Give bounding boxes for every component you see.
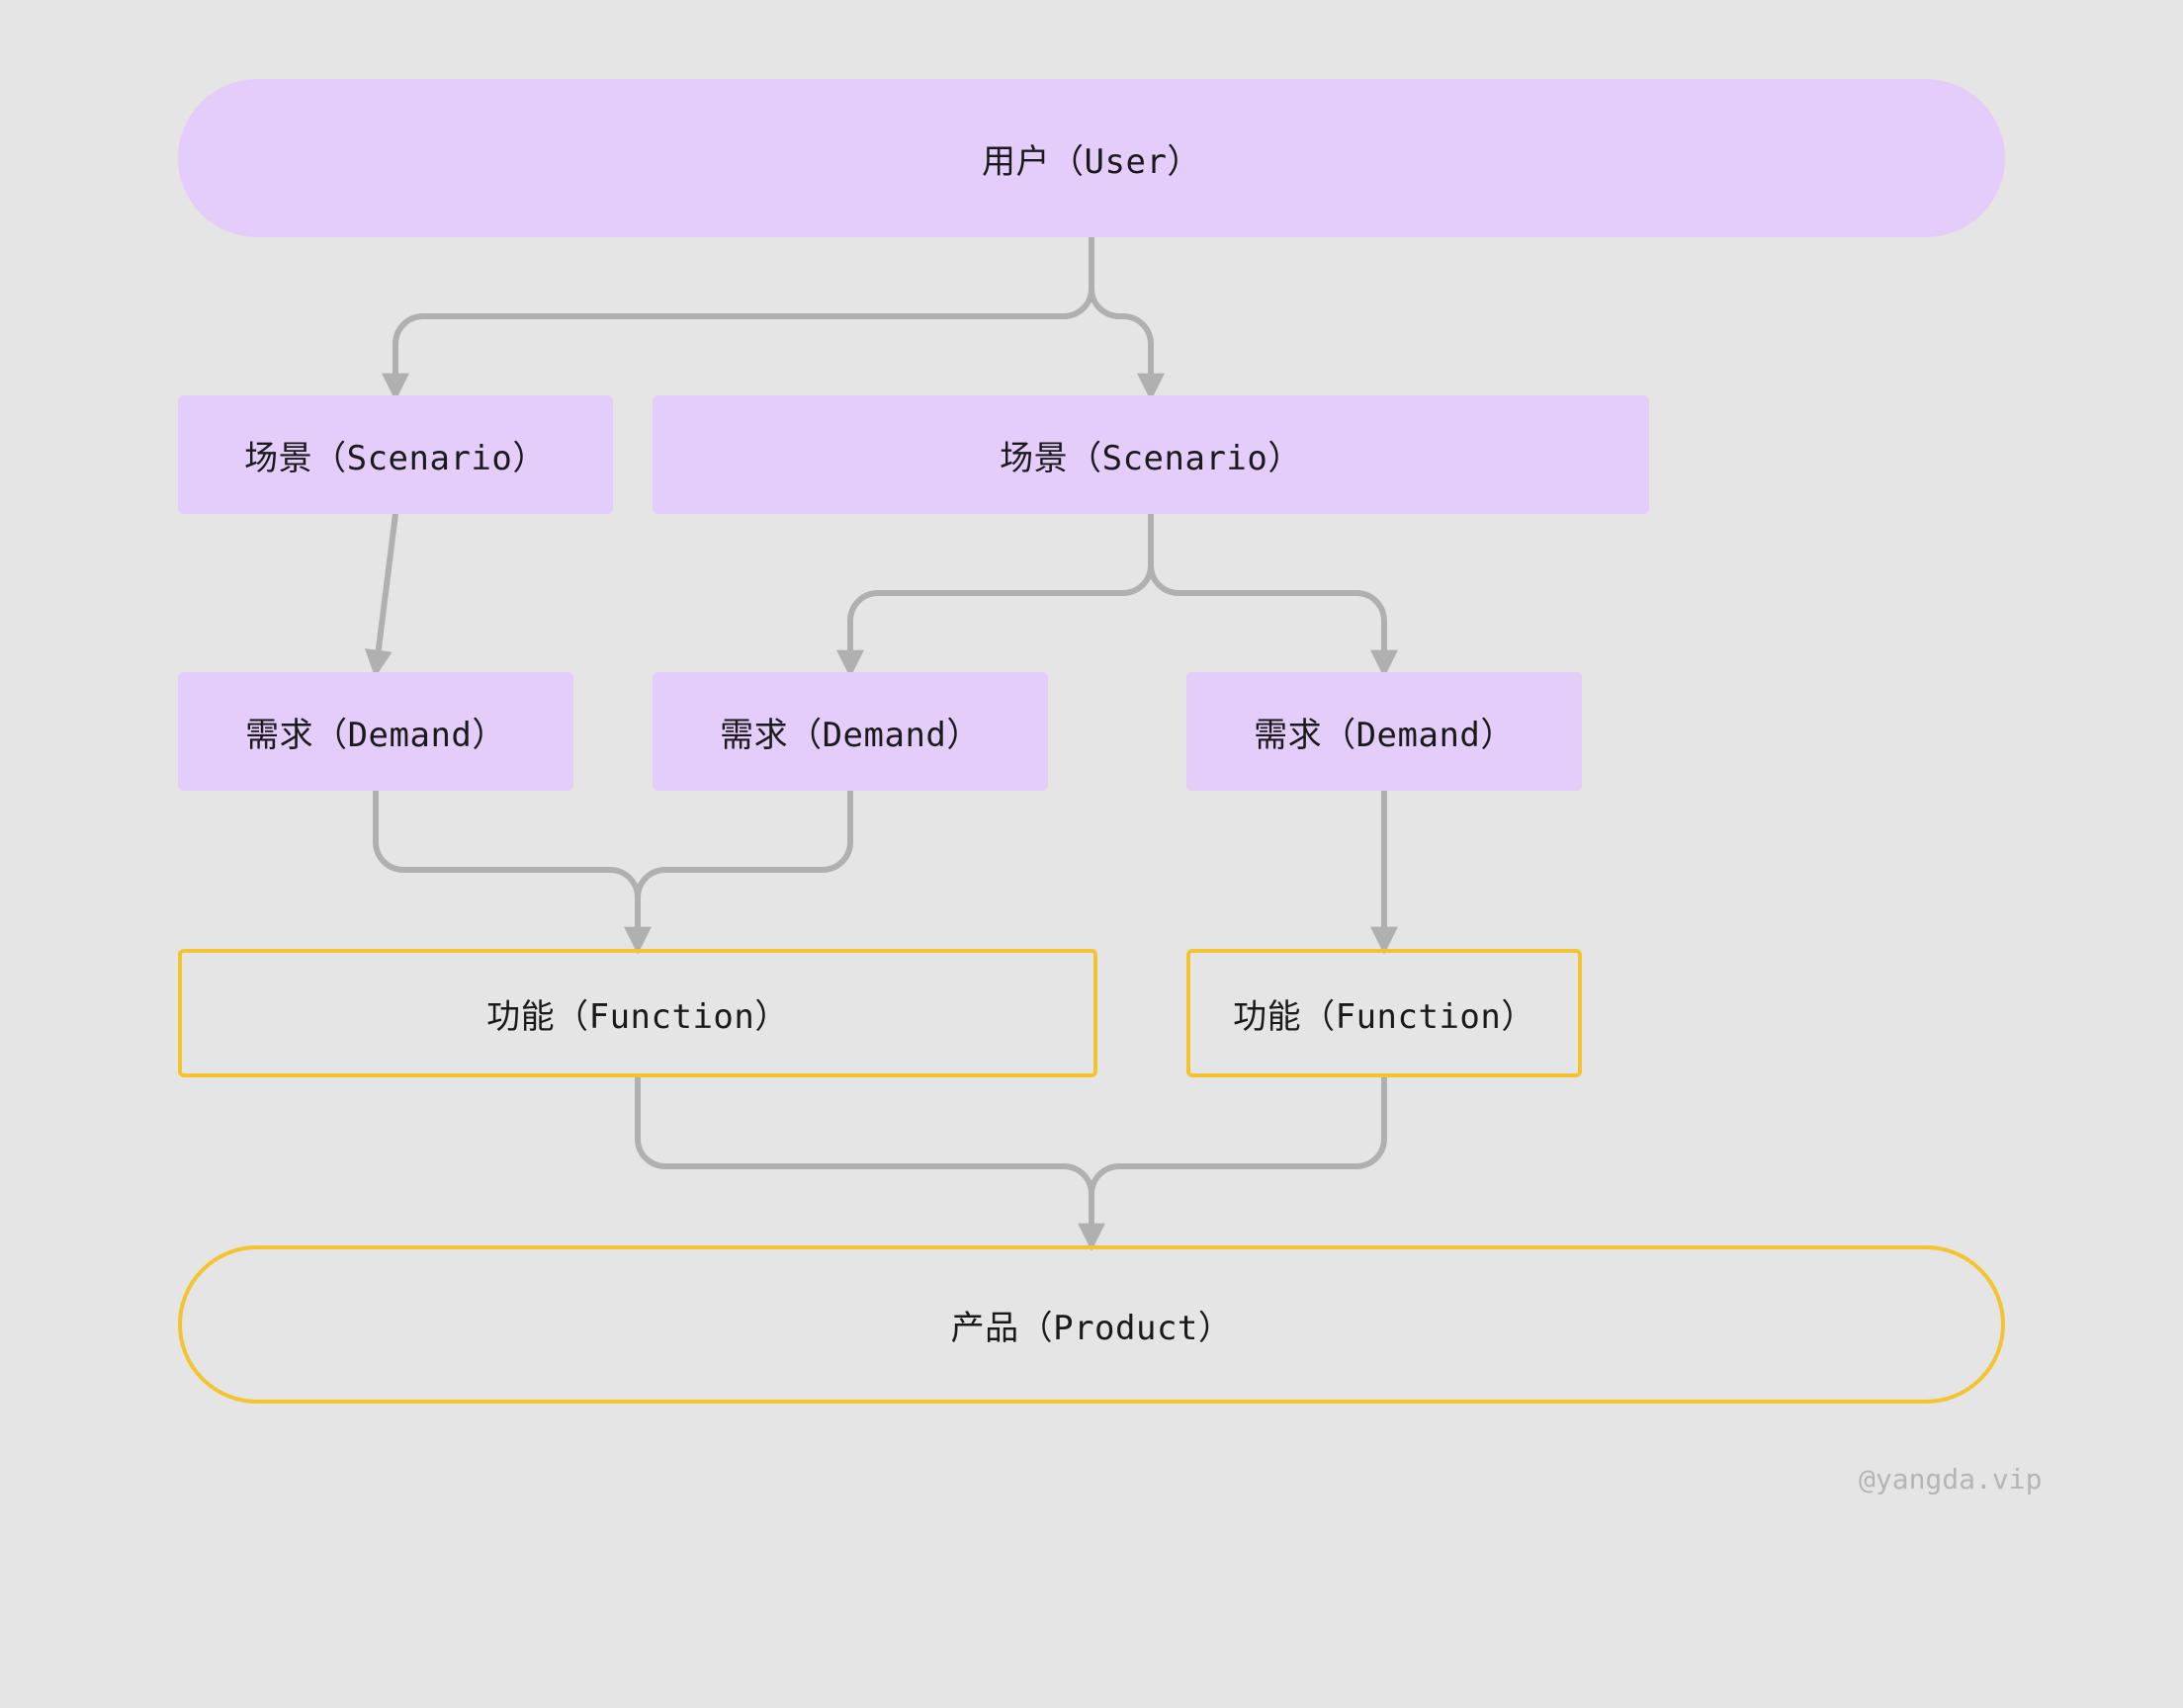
edge xyxy=(1151,565,1384,672)
node-user: 用户（User） xyxy=(178,79,2005,237)
edge xyxy=(1092,289,1151,395)
node-dem3: 需求（Demand） xyxy=(1186,672,1582,791)
node-product: 产品（Product） xyxy=(178,1245,2005,1404)
node-func1: 功能（Function） xyxy=(178,949,1097,1077)
watermark: @yangda.vip xyxy=(1859,1463,2042,1495)
node-scen2: 场景（Scenario） xyxy=(653,395,1649,514)
node-scen1: 场景（Scenario） xyxy=(178,395,613,514)
diagram-canvas: @yangda.vip 用户（User） 场景（Scenario） 场景（Scena… xyxy=(0,0,2183,1708)
edges-layer xyxy=(0,0,2183,1708)
node-func2: 功能（Function） xyxy=(1186,949,1582,1077)
node-dem2: 需求（Demand） xyxy=(653,672,1048,791)
edge xyxy=(376,514,395,672)
node-dem1: 需求（Demand） xyxy=(178,672,573,791)
edge xyxy=(395,289,1092,395)
edge xyxy=(850,565,1151,672)
